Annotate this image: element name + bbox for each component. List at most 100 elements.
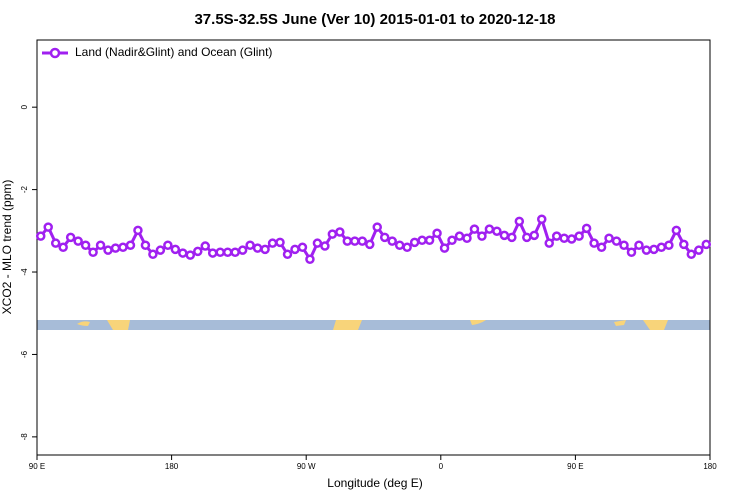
y-axis-label: XCO2 - MLO trend (ppm) (0, 180, 14, 315)
point (178, 248, 188, 258)
point (275, 237, 285, 248)
point (589, 238, 599, 248)
point (656, 242, 667, 253)
y-tick-label: -6 (20, 350, 29, 358)
ocean-strip (37, 320, 710, 330)
legend-label: Land (Nadir&Glint) and Ocean (Glint) (75, 45, 272, 59)
point (88, 247, 98, 257)
point (544, 238, 554, 248)
point (664, 240, 674, 250)
point (215, 247, 225, 257)
point (237, 245, 248, 255)
point (559, 233, 569, 243)
point (409, 237, 420, 248)
point (574, 231, 584, 241)
point (35, 231, 46, 241)
point (193, 246, 203, 257)
point (170, 244, 181, 255)
point (118, 242, 128, 253)
land (643, 320, 668, 330)
land (470, 320, 486, 325)
land (614, 320, 626, 326)
point (43, 222, 53, 232)
point (245, 240, 255, 250)
point (267, 238, 278, 248)
point (462, 233, 472, 243)
point (125, 240, 136, 250)
point (357, 236, 368, 246)
point (641, 245, 652, 255)
point (65, 232, 76, 243)
point (529, 230, 540, 241)
point (686, 249, 697, 260)
point (335, 227, 345, 237)
x-axis-label: Longitude (deg E) (327, 476, 422, 490)
x-tick-label: 90 E (29, 462, 45, 471)
point (58, 242, 68, 253)
point (222, 247, 233, 257)
point (626, 247, 637, 257)
point (140, 240, 151, 250)
point (679, 239, 689, 250)
point (447, 235, 457, 246)
point (73, 236, 83, 246)
point (133, 225, 143, 236)
map-strip (37, 320, 710, 330)
point (477, 231, 487, 241)
y-tick-label: 0 (20, 104, 29, 109)
x-tick-label: 90 W (297, 462, 316, 471)
point (507, 232, 517, 243)
point (432, 228, 442, 239)
plot-frame (36, 39, 711, 456)
point (163, 240, 173, 250)
point (551, 231, 562, 241)
y-tick-label: -4 (20, 268, 29, 276)
point (537, 214, 547, 225)
point (484, 224, 495, 234)
point (649, 244, 659, 255)
point (80, 240, 91, 250)
point (260, 244, 270, 255)
point (611, 236, 622, 246)
point (372, 222, 382, 232)
point (701, 239, 712, 250)
point (252, 243, 263, 253)
point (148, 249, 158, 260)
x-tick-label: 180 (165, 462, 179, 471)
point (342, 236, 353, 246)
point (350, 236, 360, 246)
point (596, 242, 607, 253)
point (207, 248, 218, 258)
point (469, 224, 480, 234)
point (454, 231, 465, 241)
x-tick-label: 90 E (567, 462, 583, 471)
point (634, 240, 644, 250)
x-tick-label: 180 (703, 462, 717, 471)
point (200, 241, 210, 251)
point (439, 243, 450, 253)
point (492, 226, 502, 236)
point (110, 243, 121, 253)
point (282, 249, 293, 260)
point (619, 240, 629, 250)
x-tick-label: 0 (439, 462, 444, 471)
point (694, 245, 704, 255)
point (327, 229, 338, 239)
land (107, 320, 130, 330)
y-tick-label: -2 (20, 185, 29, 193)
point (305, 254, 315, 264)
point (387, 236, 397, 246)
point (566, 234, 577, 244)
point (312, 238, 323, 248)
point (514, 216, 525, 227)
point (499, 230, 510, 241)
point (365, 239, 375, 250)
point (290, 244, 300, 255)
point (424, 235, 435, 246)
point (103, 245, 113, 255)
point (185, 250, 196, 260)
point (604, 233, 614, 243)
land (333, 320, 362, 330)
legend-marker (49, 47, 61, 59)
